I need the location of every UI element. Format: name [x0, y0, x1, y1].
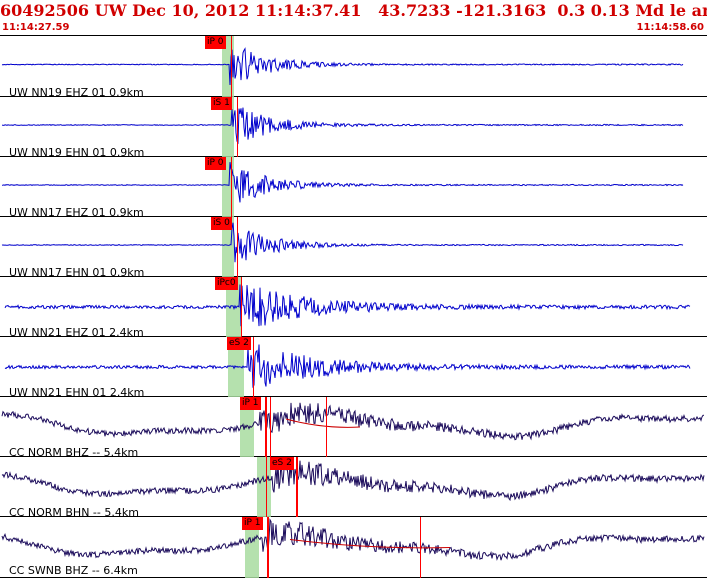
pick-label[interactable]: iS 1	[211, 97, 232, 110]
pick-line	[231, 36, 232, 97]
trace-label: CC SWNB BHZ -- 6.4km	[9, 564, 138, 577]
trace-label: UW NN17 EHN 01 0.9km	[9, 266, 145, 279]
trace-panel[interactable]: iS 0 UW NN17 EHN 01 0.9km	[0, 217, 707, 279]
waveform	[4, 284, 691, 327]
waveform	[1, 162, 684, 203]
pick-label[interactable]: iP 0	[205, 36, 226, 49]
pick-label[interactable]: iPc0	[215, 277, 238, 290]
waveform-trace	[4, 344, 691, 388]
pick-line	[237, 97, 238, 157]
waveform-trace	[4, 284, 691, 327]
start-time: 11:14:27.59	[2, 22, 70, 33]
waveform-trace	[1, 518, 705, 561]
pick-marker	[270, 397, 271, 457]
pick-line	[231, 157, 232, 217]
pick-label[interactable]: iP 1	[240, 397, 261, 410]
divider	[0, 35, 707, 36]
pick-line	[241, 277, 242, 337]
pick-label[interactable]: iP 1	[242, 517, 263, 530]
pick-marker	[297, 457, 298, 517]
trace-label: UW NN19 EHZ 01 0.9km	[9, 86, 144, 99]
pick-marker	[267, 517, 268, 578]
waveform	[1, 47, 684, 86]
trace-panel[interactable]: iP 1 CC SWNB BHZ -- 6.4km	[0, 517, 707, 578]
trace-label: CC NORM BHN -- 5.4km	[9, 506, 139, 519]
pick-window	[226, 277, 242, 337]
waveform	[1, 107, 684, 145]
trace-panel[interactable]: iPc0 UW NN21 EHZ 01 2.4km	[0, 277, 707, 339]
pick-label[interactable]: eS 2	[270, 457, 294, 470]
pick-window	[222, 217, 234, 277]
waveform	[1, 518, 705, 561]
waveform-trace	[1, 107, 684, 145]
trace-label: UW NN21 EHN 01 2.4km	[9, 386, 145, 399]
pick-line	[296, 457, 297, 517]
waveform-trace	[1, 222, 684, 263]
waveform-trace	[1, 402, 705, 441]
trace-label: UW NN21 EHZ 01 2.4km	[9, 326, 144, 339]
trace-panel[interactable]: eS 2 CC NORM BHN -- 5.4km	[0, 457, 707, 519]
pick-window	[245, 517, 259, 578]
end-time: 11:14:58.60	[636, 22, 704, 33]
pick-label[interactable]: iP 0	[205, 157, 226, 170]
pick-line	[237, 217, 238, 277]
pick-window	[257, 457, 271, 517]
pick-marker	[326, 397, 327, 457]
pick-window	[240, 397, 254, 457]
trace-panel[interactable]: iS 1 UW NN19 EHN 01 0.9km	[0, 97, 707, 159]
trace-panel[interactable]: iP 1 CC NORM BHZ -- 5.4km	[0, 397, 707, 459]
waveform	[4, 344, 691, 388]
waveform-trace	[1, 460, 705, 502]
trace-panel[interactable]: iP 0 UW NN17 EHZ 01 0.9km	[0, 157, 707, 219]
coda-fit	[285, 418, 361, 428]
pick-marker	[265, 397, 266, 457]
waveform	[1, 402, 705, 441]
waveform	[1, 460, 705, 502]
pick-marker	[420, 517, 421, 578]
pick-label[interactable]: eS 2	[227, 337, 251, 350]
coda-fit	[289, 539, 451, 549]
waveform-trace	[1, 47, 684, 86]
pick-label[interactable]: iS 0	[211, 217, 232, 230]
pick-line	[253, 337, 254, 397]
event-header: 60492506 UW Dec 10, 2012 11:14:37.41 43.…	[0, 1, 707, 20]
trace-label: CC NORM BHZ -- 5.4km	[9, 446, 139, 459]
waveform	[1, 222, 684, 263]
trace-label: UW NN17 EHZ 01 0.9km	[9, 206, 144, 219]
waveform-trace	[1, 162, 684, 203]
pick-marker	[266, 457, 267, 517]
pick-line	[266, 397, 267, 457]
trace-label: UW NN19 EHN 01 0.9km	[9, 146, 145, 159]
trace-panel[interactable]: eS 2 UW NN21 EHN 01 2.4km	[0, 337, 707, 399]
pick-window	[222, 97, 234, 157]
pick-line	[268, 517, 269, 578]
trace-panel[interactable]: iP 0 UW NN19 EHZ 01 0.9km	[0, 36, 707, 99]
